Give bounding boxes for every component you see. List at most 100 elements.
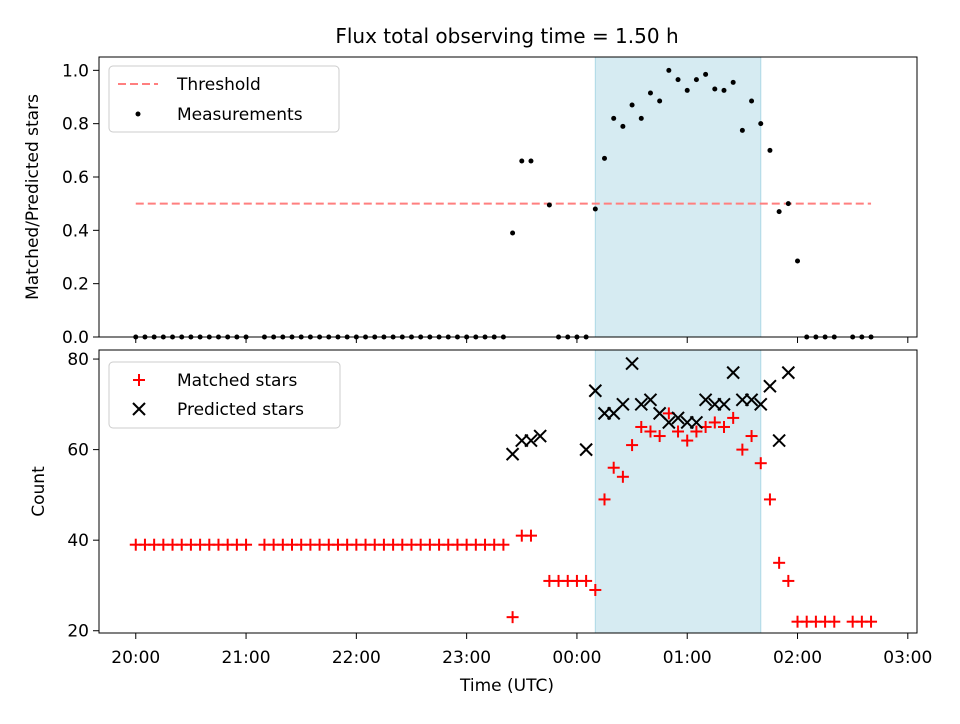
matched-star-marker bbox=[580, 574, 593, 587]
predicted-legend-swatch bbox=[132, 402, 146, 416]
matched-legend-swatch bbox=[133, 374, 145, 386]
measurement-point bbox=[703, 71, 709, 77]
measurement-point bbox=[602, 155, 608, 161]
measurement-point bbox=[647, 90, 653, 96]
measurement-point bbox=[519, 158, 525, 164]
predicted-star-marker bbox=[698, 393, 713, 407]
measurement-point bbox=[739, 127, 745, 133]
ratio-y-tick-label: 0.2 bbox=[62, 275, 89, 295]
matched-star-marker bbox=[616, 470, 629, 483]
x-tick-label: 00:00 bbox=[552, 648, 601, 668]
measurement-point bbox=[795, 258, 801, 264]
x-tick-label: 20:00 bbox=[111, 648, 160, 668]
count-x-ticks: 20:00 21:00 22:00 23:00 00:00 01:00 02:00 03:00 bbox=[111, 633, 932, 668]
matched-star-marker bbox=[644, 425, 657, 438]
count-panel: 20 40 60 80 20:00 21:00 22:00 23:00 00:00 01:00 0… bbox=[29, 349, 932, 696]
matched-star-marker bbox=[653, 430, 666, 443]
measurement-point bbox=[767, 147, 773, 153]
matched-star-marker bbox=[782, 574, 795, 587]
ratio-x-ticks bbox=[135, 337, 909, 343]
ratio-y-ticks: 0.0 0.2 0.4 0.6 0.8 1.0 bbox=[62, 61, 99, 348]
ratio-y-tick-label: 1.0 bbox=[62, 61, 89, 81]
count-y-tick-label: 60 bbox=[67, 441, 89, 461]
matched-star-marker bbox=[690, 425, 703, 438]
measurement-point bbox=[749, 98, 755, 104]
measurement-point bbox=[528, 158, 534, 164]
matched-legend-label: Matched stars bbox=[177, 371, 297, 391]
matched-star-marker bbox=[754, 457, 767, 470]
measurement-point bbox=[730, 79, 736, 85]
ratio-y-tick-label: 0.4 bbox=[62, 221, 89, 241]
measurement-point bbox=[693, 77, 699, 83]
ratio-y-tick-label: 0.6 bbox=[62, 168, 89, 188]
predicted-star-marker bbox=[579, 442, 593, 457]
x-tick-label: 21:00 bbox=[222, 648, 271, 668]
predicted-star-marker bbox=[671, 411, 685, 425]
measurement-point bbox=[638, 115, 644, 121]
x-tick-label: 01:00 bbox=[663, 648, 712, 668]
chart-title: Flux total observing time = 1.50 h bbox=[335, 24, 678, 48]
matched-star-marker bbox=[607, 461, 620, 474]
predicted-star-marker bbox=[616, 397, 630, 412]
measurement-point bbox=[611, 115, 617, 121]
predicted-star-marker bbox=[524, 433, 538, 448]
matched-star-marker bbox=[240, 538, 253, 551]
matched-star-marker bbox=[635, 420, 648, 433]
measurement-point bbox=[776, 209, 782, 215]
count-axes-frame bbox=[98, 349, 918, 634]
predicted-star-marker bbox=[625, 356, 639, 371]
count-y-tick-label: 20 bbox=[67, 622, 89, 642]
threshold-legend-label: Threshold bbox=[176, 75, 261, 95]
measurement-point bbox=[785, 201, 791, 207]
predicted-legend-label: Predicted stars bbox=[177, 400, 304, 420]
count-legend-box bbox=[108, 361, 341, 429]
predicted-star-markers bbox=[505, 356, 796, 461]
count-y-tick-label: 80 bbox=[67, 350, 89, 370]
x-tick-label: 02:00 bbox=[773, 648, 822, 668]
predicted-star-marker bbox=[717, 397, 731, 412]
matched-star-marker bbox=[717, 420, 730, 433]
matched-star-marker bbox=[727, 411, 740, 424]
predicted-star-marker bbox=[726, 365, 740, 380]
matched-star-marker bbox=[681, 434, 694, 447]
predicted-star-marker bbox=[772, 433, 786, 448]
matched-star-markers bbox=[129, 407, 878, 628]
measurement-point bbox=[620, 123, 626, 129]
measurement-point bbox=[546, 202, 552, 208]
measurement-point bbox=[666, 67, 672, 73]
ratio-y-axis-label: Matched/Predicted stars bbox=[23, 94, 43, 300]
predicted-star-marker bbox=[634, 397, 648, 412]
matched-star-marker bbox=[598, 493, 611, 506]
predicted-star-marker bbox=[533, 429, 547, 443]
predicted-star-marker bbox=[763, 379, 777, 393]
measurement-point bbox=[592, 206, 598, 212]
matched-star-marker bbox=[524, 529, 537, 542]
predicted-star-marker bbox=[505, 447, 520, 461]
count-y-axis-label: Count bbox=[29, 466, 49, 517]
ratio-y-tick-label: 0.0 bbox=[62, 328, 89, 348]
matched-star-marker bbox=[828, 615, 841, 628]
predicted-star-marker bbox=[689, 415, 704, 430]
ratio-panel: 0.0 0.2 0.4 0.6 0.8 1.0 Matched/Predicted sta… bbox=[23, 56, 918, 348]
ratio-axes-frame bbox=[98, 56, 918, 338]
measurement-point bbox=[721, 87, 727, 93]
count-y-tick-label: 40 bbox=[67, 531, 89, 551]
predicted-star-marker bbox=[754, 397, 768, 412]
matched-star-marker bbox=[865, 615, 878, 628]
matched-star-marker bbox=[708, 416, 721, 429]
matched-star-marker bbox=[589, 583, 602, 596]
matched-star-marker bbox=[763, 493, 776, 506]
measurement-point bbox=[510, 230, 516, 236]
measurement-point bbox=[657, 98, 663, 104]
measurement-point bbox=[629, 102, 635, 108]
ratio-y-tick-label: 0.8 bbox=[62, 115, 89, 135]
measurement-point bbox=[758, 121, 764, 127]
matched-star-marker bbox=[497, 538, 510, 551]
matched-star-marker bbox=[506, 611, 519, 624]
observing-span-top bbox=[594, 56, 762, 338]
observing-span-bottom bbox=[594, 349, 762, 634]
matched-star-marker bbox=[736, 443, 749, 456]
x-axis-label: Time (UTC) bbox=[459, 676, 554, 696]
matched-star-marker bbox=[745, 430, 758, 443]
